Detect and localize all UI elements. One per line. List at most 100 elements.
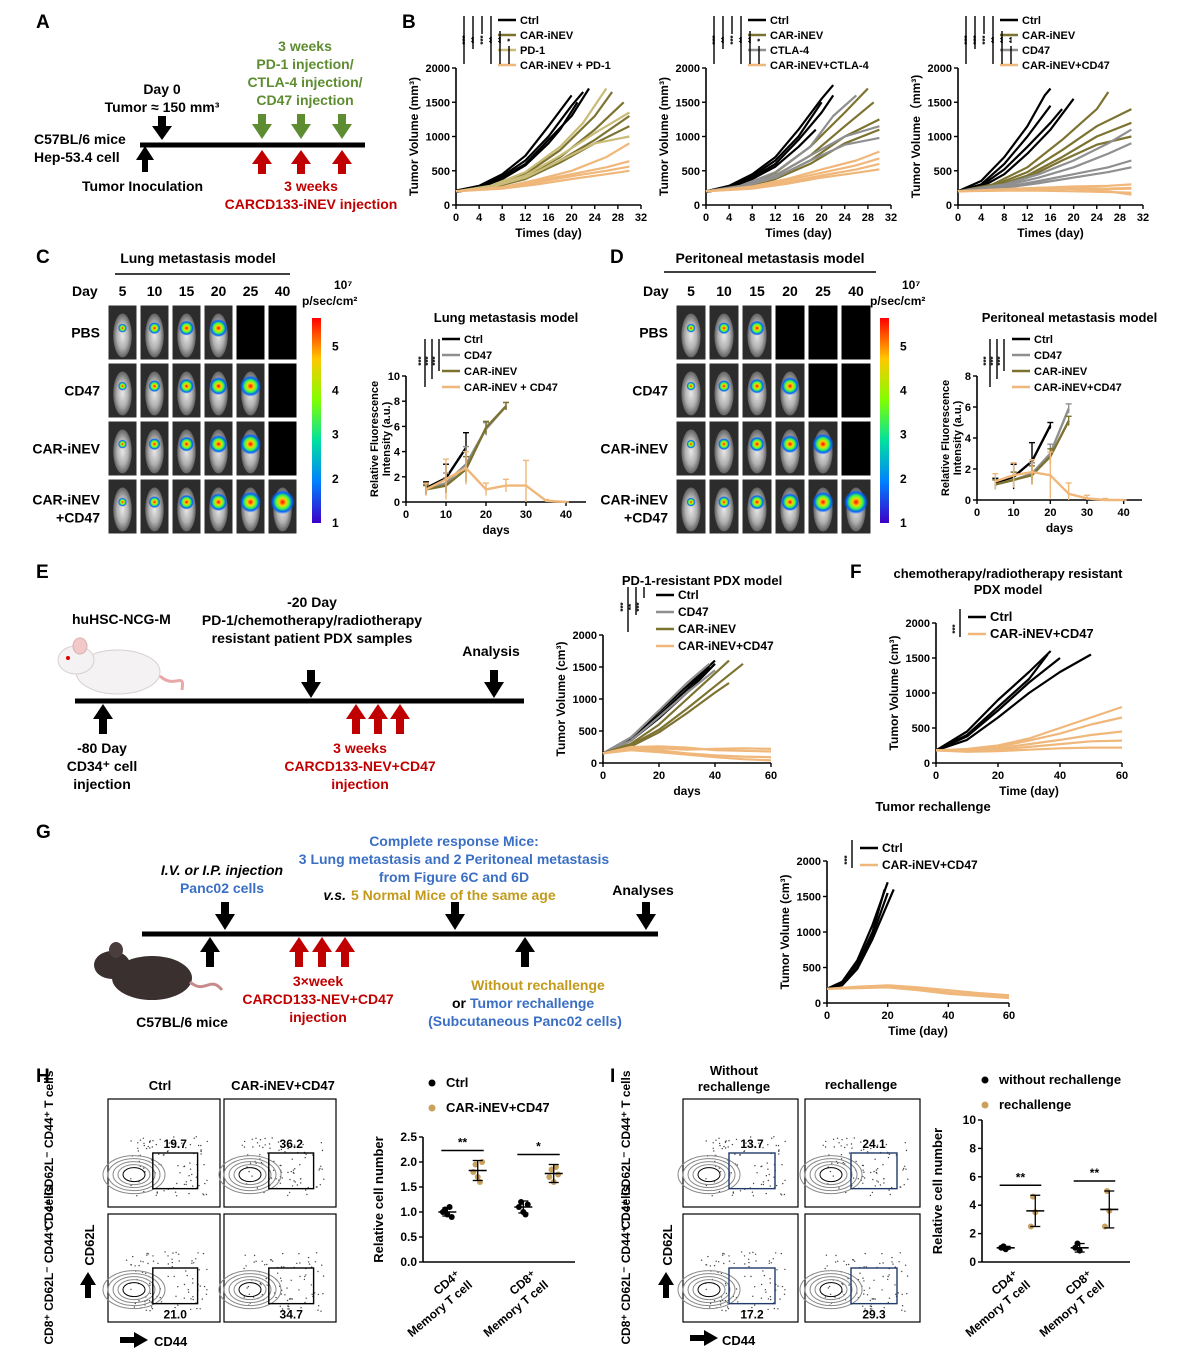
- a-inoculation: Tumor Inoculation: [82, 178, 203, 194]
- i-contour: [687, 1276, 731, 1304]
- h-event-dot: [147, 1145, 149, 1148]
- a-inoculation-arrow: [136, 146, 154, 172]
- d-legend-label: CD47: [1034, 350, 1062, 362]
- i-event-dot: [904, 1142, 906, 1144]
- h-event-dot: [137, 1150, 139, 1152]
- i-event-dot: [749, 1252, 751, 1254]
- i-legend-label: without rechallenge: [998, 1072, 1121, 1087]
- d-mouse-image: [681, 429, 701, 474]
- i-event-dot: [863, 1289, 865, 1292]
- d-signal-spot: [718, 380, 730, 393]
- e-legend-label: CAR-iNEV+CD47: [678, 639, 774, 653]
- i-event-dot: [776, 1269, 778, 1271]
- c-row-labels: PBS CD47 CAR-iNEV CAR-iNEV +CD47: [32, 325, 100, 526]
- h-event-dot: [188, 1192, 190, 1195]
- panel-e: E huHSC-NCG-M -20 Day PD-1/chemotherapy/…: [36, 562, 782, 798]
- c-scale-tick: 1: [332, 516, 339, 530]
- i-contour: [799, 1270, 863, 1310]
- c-day-label: Day: [72, 283, 98, 299]
- i-gate: [850, 1152, 898, 1190]
- b1-series-line: [455, 142, 630, 193]
- h-event-dot: [253, 1254, 256, 1257]
- i-event-dot: [848, 1284, 850, 1286]
- i-event-dot: [837, 1162, 839, 1165]
- h-event-dot: [206, 1179, 208, 1182]
- i-event-dot: [744, 1310, 746, 1312]
- h-event-dot: [305, 1153, 307, 1156]
- h-event-dot: [195, 1136, 197, 1138]
- d-y-tick-label: 6: [965, 402, 971, 414]
- h-event-dot: [294, 1181, 296, 1183]
- i-contour: [677, 1270, 741, 1310]
- h-event-dot: [290, 1298, 292, 1300]
- h-event-dot: [318, 1305, 320, 1307]
- i-event-dot: [765, 1175, 768, 1177]
- b2-sig-label: **: [720, 36, 729, 43]
- i-x-axis: CD44: [722, 1333, 756, 1348]
- h-event-dot: [175, 1145, 177, 1148]
- h-data-point: [472, 1161, 479, 1168]
- h-event-dot: [149, 1147, 151, 1149]
- h-legend-marker: [428, 1079, 436, 1087]
- i-event-dot: [725, 1284, 727, 1286]
- i-event-dot: [723, 1145, 725, 1148]
- b3-x-tick-label: 28: [1114, 212, 1126, 224]
- i-event-dot: [832, 1175, 834, 1177]
- h-event-dot: [305, 1274, 307, 1276]
- h-event-dot: [130, 1288, 132, 1291]
- g-y-tick-label: 500: [803, 963, 821, 975]
- h-event-dot: [306, 1193, 308, 1196]
- h-event-dot: [195, 1258, 197, 1260]
- i-event-dot: [715, 1260, 717, 1262]
- e-red-1: 3 weeks: [333, 740, 387, 756]
- h-contour: [233, 1164, 267, 1186]
- i-event-dot: [765, 1291, 767, 1293]
- i-event-dot: [888, 1297, 891, 1299]
- h-event-dot: [202, 1193, 204, 1195]
- c-row-label: PBS: [71, 325, 100, 341]
- panel-b-chart-1: 0 4 8 12 16 20 24 28 32 0 500 1000 1500 2000 Times (da…: [407, 15, 647, 240]
- h-event-dot: [186, 1274, 188, 1277]
- i-event-dot: [754, 1165, 756, 1167]
- g-y-tick-label: 1000: [797, 927, 821, 939]
- h-event-dot: [167, 1275, 169, 1278]
- h-y-tick-label: 1.0: [400, 1205, 417, 1219]
- b2-legend-label: CTLA-4: [770, 45, 810, 57]
- h-event-dot: [168, 1142, 171, 1144]
- i-col-1a: Without: [710, 1063, 759, 1078]
- i-event-dot: [760, 1297, 763, 1299]
- c-y-label: Intensity (a.u.): [381, 401, 393, 476]
- e-red-2: CARCD133-NEV+CD47: [284, 758, 436, 774]
- h-event-dot: [146, 1252, 148, 1255]
- d-series-line: [994, 470, 1124, 502]
- i-event-dot: [768, 1262, 770, 1265]
- g-cr-1: Complete response Mice:: [369, 833, 539, 849]
- i-contour: [799, 1155, 863, 1195]
- c-scale-tick: 5: [332, 339, 339, 353]
- i-event-dot: [731, 1194, 734, 1197]
- h-event-dot: [268, 1143, 271, 1145]
- e-x-tick-label: 60: [765, 770, 777, 782]
- i-event-dot: [760, 1283, 763, 1286]
- h-event-dot: [143, 1167, 145, 1169]
- d-mouse-image: [681, 313, 701, 358]
- i-event-dot: [840, 1154, 843, 1156]
- f-legend-label: CAR-iNEV+CD47: [990, 626, 1094, 641]
- h-event-dot: [300, 1182, 302, 1184]
- b3-x-tick-label: 8: [1001, 212, 1007, 224]
- h-flow-plots: 19.7 36.2 21.0 34.7: [102, 1098, 337, 1323]
- d-sig-label: ***: [996, 355, 1005, 365]
- i-event-dot: [719, 1144, 721, 1147]
- h-event-dot: [319, 1184, 321, 1186]
- h-gate: [152, 1267, 199, 1305]
- i-col-1b: rechallenge: [698, 1079, 770, 1094]
- i-row-1: CD4⁺ CD62L⁻ CD44⁺ T cells: [619, 1070, 633, 1229]
- g-line-chart: Tumor rechallenge 0 20 40 60 0 500 1000 1500 2000…: [778, 799, 1015, 1038]
- h-event-dot: [282, 1252, 284, 1255]
- c-signal-spot: [179, 494, 194, 510]
- i-event-dot: [727, 1146, 729, 1148]
- i-event-dot: [760, 1165, 762, 1168]
- panel-b-chart-2: 0 4 8 12 16 20 24 28 32 0 500 1000 1500 2000 Times (da…: [657, 15, 897, 240]
- h-event-dot: [171, 1258, 173, 1261]
- d-day-20: 20: [782, 283, 798, 299]
